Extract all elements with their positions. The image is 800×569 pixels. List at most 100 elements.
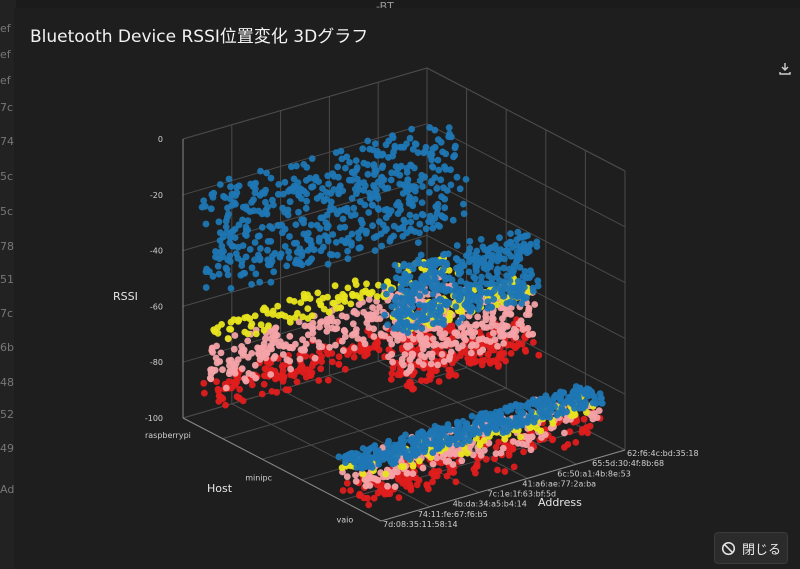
download-icon[interactable] <box>778 62 792 76</box>
data-point-blue <box>279 190 287 198</box>
data-point-pink <box>386 335 394 343</box>
data-point-blue <box>451 281 459 289</box>
data-point-blue <box>200 197 208 205</box>
data-point-blue <box>337 147 345 155</box>
data-point-pink <box>301 346 308 354</box>
data-point-pink <box>260 343 267 351</box>
data-point-red <box>315 348 323 356</box>
data-point-blue <box>383 290 390 298</box>
data-point-red <box>318 358 325 365</box>
data-point-blue <box>223 266 231 274</box>
data-point-red <box>258 390 266 398</box>
prohibit-icon <box>721 541 736 555</box>
data-point-blue <box>321 232 329 240</box>
data-point-pink <box>333 325 341 332</box>
data-point-blue <box>281 208 289 216</box>
data-point-blue <box>345 176 353 184</box>
data-point-blue <box>202 268 210 276</box>
data-point-pink <box>422 335 430 342</box>
data-point-yellow <box>235 316 242 324</box>
data-point-blue <box>355 234 363 242</box>
data-point-blue <box>430 298 438 305</box>
data-point-blue <box>445 124 453 132</box>
data-point-blue <box>438 193 445 201</box>
data-point-blue <box>342 452 349 460</box>
data-point-blue <box>367 444 375 452</box>
data-point-yellow <box>409 462 417 470</box>
data-point-blue <box>545 400 553 407</box>
data-point-blue <box>216 229 224 237</box>
data-point-pink <box>410 335 417 343</box>
data-point-blue <box>496 234 503 242</box>
data-point-blue <box>443 187 451 194</box>
data-point-blue <box>436 259 444 267</box>
data-point-pink <box>353 310 361 318</box>
data-point-yellow <box>363 280 370 288</box>
background-strip-text: 7c <box>0 307 14 320</box>
data-point-blue <box>546 414 554 421</box>
data-point-blue <box>515 414 523 422</box>
data-point-blue <box>456 185 464 193</box>
data-point-yellow <box>341 298 349 305</box>
data-point-blue <box>387 176 395 184</box>
data-point-blue <box>256 232 263 240</box>
data-point-red <box>335 353 343 361</box>
data-point-pink <box>251 361 259 369</box>
data-point-yellow <box>375 281 382 289</box>
data-point-pink <box>311 354 319 362</box>
data-point-blue <box>303 197 311 205</box>
data-point-blue <box>409 202 417 210</box>
data-point-pink <box>355 301 363 308</box>
data-point-blue <box>248 199 256 206</box>
data-point-pink <box>338 337 346 345</box>
background-strip-text: 5c <box>0 170 14 183</box>
data-point-pink <box>238 365 246 373</box>
close-button[interactable]: 閉じる <box>714 532 788 564</box>
data-point-red <box>404 476 412 484</box>
data-point-blue <box>414 149 422 157</box>
data-point-blue <box>421 288 429 295</box>
data-point-blue <box>418 445 426 453</box>
grid-line <box>377 360 577 465</box>
data-point-pink <box>465 329 472 336</box>
data-point-pink <box>239 352 247 359</box>
data-point-blue <box>225 175 233 183</box>
data-point-yellow <box>335 297 342 305</box>
data-point-blue <box>292 259 299 267</box>
data-point-red <box>350 353 358 361</box>
data-point-blue <box>268 225 276 232</box>
data-point-pink <box>285 344 293 352</box>
data-point-blue <box>425 218 432 226</box>
data-point-blue <box>484 298 492 305</box>
data-point-pink <box>318 318 326 325</box>
data-point-blue <box>215 270 223 278</box>
data-point-yellow <box>286 315 293 322</box>
data-point-blue <box>406 185 413 193</box>
data-point-blue <box>429 224 437 232</box>
data-point-yellow <box>384 278 391 286</box>
data-point-blue <box>251 256 258 264</box>
data-point-blue <box>360 179 368 186</box>
data-point-blue <box>240 270 247 277</box>
data-point-blue <box>393 293 400 301</box>
data-point-pink <box>343 313 350 321</box>
data-point-blue <box>366 145 374 153</box>
data-point-red <box>586 422 594 430</box>
data-point-blue <box>394 325 402 332</box>
data-point-blue <box>375 206 383 213</box>
data-point-red <box>472 469 479 477</box>
data-point-blue <box>476 298 484 305</box>
data-point-pink <box>541 431 549 438</box>
data-point-blue <box>270 201 277 209</box>
data-point-blue <box>434 221 442 229</box>
data-point-blue <box>352 157 360 165</box>
data-point-blue <box>453 255 461 263</box>
data-point-pink <box>497 332 504 340</box>
data-point-pink <box>267 371 275 378</box>
data-point-blue <box>433 185 441 192</box>
data-point-blue <box>506 265 513 273</box>
data-point-blue <box>528 398 536 406</box>
data-point-pink <box>409 470 417 477</box>
data-point-blue <box>428 156 436 164</box>
